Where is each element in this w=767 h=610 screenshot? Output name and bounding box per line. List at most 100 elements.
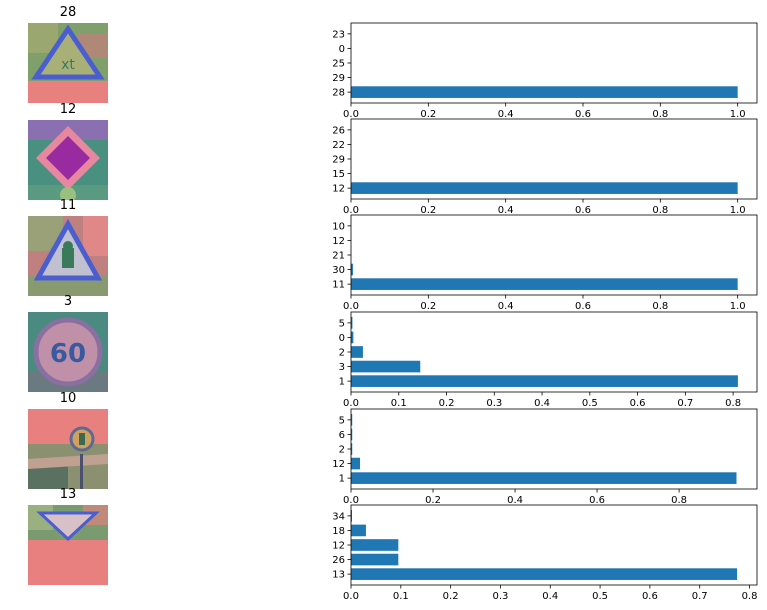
x-tick-label: 0.6	[575, 205, 591, 216]
y-tick-label: 22	[332, 140, 345, 151]
x-tick-label: 1.0	[730, 109, 746, 120]
x-tick-label: 1.0	[730, 301, 746, 312]
bar-3	[351, 360, 421, 373]
y-tick-label: 0	[339, 44, 345, 55]
sign-title-5: 10	[59, 391, 77, 406]
y-tick-label: 11	[332, 280, 345, 291]
x-tick-label: 0.5	[582, 398, 598, 409]
y-tick-label: 21	[332, 251, 345, 262]
axes-frame	[350, 118, 758, 200]
x-tick-label: 0.2	[443, 591, 459, 602]
y-tick-label: 12	[332, 184, 345, 195]
chart-3: 11 30 21 12 10 0.0 0.2 0.4 0.6 0.8 1.0	[332, 214, 758, 312]
y-tick-label: 13	[332, 570, 345, 581]
x-tick-label: 0.8	[652, 301, 668, 312]
sign-title-1: 28	[59, 5, 77, 20]
y-tick-label: 28	[332, 88, 345, 99]
axes-frame	[350, 22, 758, 104]
children-crossing-sign-icon: xt	[28, 23, 108, 103]
y-tick-label: 12	[332, 236, 345, 247]
bar-13	[351, 568, 738, 580]
x-tick-label: 0.4	[498, 205, 514, 216]
y-tick-label: 15	[332, 169, 345, 180]
right-of-way-sign-icon	[28, 216, 108, 296]
y-tick-label: 0	[339, 333, 345, 344]
bar-1	[351, 375, 738, 387]
chart-1: 28 29 25 0 23 0.0 0.2 0.4 0.6 0.8 1.0	[332, 22, 758, 120]
y-tick-label: 5	[339, 318, 345, 329]
x-tick-label: 0.6	[630, 398, 646, 409]
bar-26	[351, 553, 399, 566]
x-tick-label: 0.0	[343, 301, 359, 312]
x-tick-label: 1.0	[730, 205, 746, 216]
x-tick-label: 0.2	[420, 109, 436, 120]
y-tick-label: 26	[332, 125, 345, 136]
bar-2	[351, 346, 363, 358]
y-tick-label: 29	[332, 73, 345, 84]
y-tick-label: 3	[339, 362, 345, 373]
bar-34	[351, 510, 352, 522]
x-tick-label: 0.1	[391, 398, 407, 409]
y-tick-label: 29	[332, 155, 345, 166]
bar-30	[351, 263, 353, 276]
bar-18	[351, 524, 366, 537]
svg-text:60: 60	[50, 339, 86, 369]
x-tick-label: 0.8	[671, 495, 687, 506]
x-tick-label: 0.7	[692, 591, 708, 602]
priority-road-sign-icon	[28, 120, 108, 200]
bar-2	[351, 443, 353, 455]
axes-frame	[350, 311, 758, 393]
bar-28	[351, 86, 738, 98]
y-tick-label: 12	[332, 541, 345, 552]
y-tick-label: 2	[339, 348, 345, 359]
bar-5	[351, 317, 353, 329]
chart-4: 1 3 2 0 5 0.0 0.1 0.2 0.3 0.4 0.5 0.6 0.7 0.8	[339, 311, 758, 409]
y-tick-label: 30	[332, 265, 345, 276]
x-tick-label: 0.7	[677, 398, 693, 409]
svg-text:xt: xt	[61, 57, 75, 73]
x-tick-label: 0.5	[592, 591, 608, 602]
bar-1	[351, 472, 737, 484]
y-tick-label: 2	[339, 445, 345, 456]
speed-limit-60-sign-icon: 60	[28, 312, 108, 392]
x-tick-label: 0.6	[575, 109, 591, 120]
x-tick-label: 0.0	[343, 495, 359, 506]
chart-5: 1 12 2 6 5 0.0 0.2 0.4 0.6 0.8	[332, 408, 758, 506]
x-tick-label: 0.4	[507, 495, 523, 506]
x-tick-label: 0.2	[425, 495, 441, 506]
bar-11	[351, 278, 738, 290]
y-tick-label: 6	[339, 430, 345, 441]
x-tick-label: 0.2	[439, 398, 455, 409]
x-tick-label: 0.3	[486, 398, 502, 409]
x-tick-label: 0.0	[343, 398, 359, 409]
sign-title-3: 11	[59, 198, 77, 213]
bar-12	[351, 539, 399, 551]
x-tick-label: 0.6	[589, 495, 605, 506]
y-tick-label: 10	[332, 221, 345, 232]
x-tick-label: 0.8	[652, 109, 668, 120]
x-tick-label: 0.0	[343, 109, 359, 120]
y-tick-label: 34	[332, 511, 345, 522]
y-tick-label: 12	[332, 459, 345, 470]
y-tick-label: 5	[339, 415, 345, 426]
y-tick-label: 1	[339, 474, 345, 485]
bar-0	[351, 331, 354, 344]
bar-5	[351, 414, 353, 426]
chart-6: 13 26 12 18 34 0.0 0.1 0.2 0.3 0.4 0.5 0.6 0.7 0.8	[332, 504, 757, 602]
x-tick-label: 0.4	[498, 301, 514, 312]
sign-title-4: 3	[63, 294, 73, 309]
sign-title-2: 12	[59, 102, 77, 117]
x-tick-label: 0.8	[725, 398, 741, 409]
axes-frame	[350, 214, 758, 296]
sign-title-6: 13	[59, 487, 77, 502]
no-passing-trucks-sign-icon	[28, 409, 108, 489]
bar-6	[351, 428, 353, 441]
x-tick-label: 0.2	[420, 301, 436, 312]
y-tick-label: 26	[332, 555, 345, 566]
y-tick-label: 23	[332, 29, 345, 40]
y-tick-label: 1	[339, 377, 345, 388]
x-tick-label: 0.4	[542, 591, 558, 602]
axes-frame	[350, 408, 758, 490]
x-tick-label: 0.8	[652, 205, 668, 216]
x-tick-label: 0.0	[343, 205, 359, 216]
